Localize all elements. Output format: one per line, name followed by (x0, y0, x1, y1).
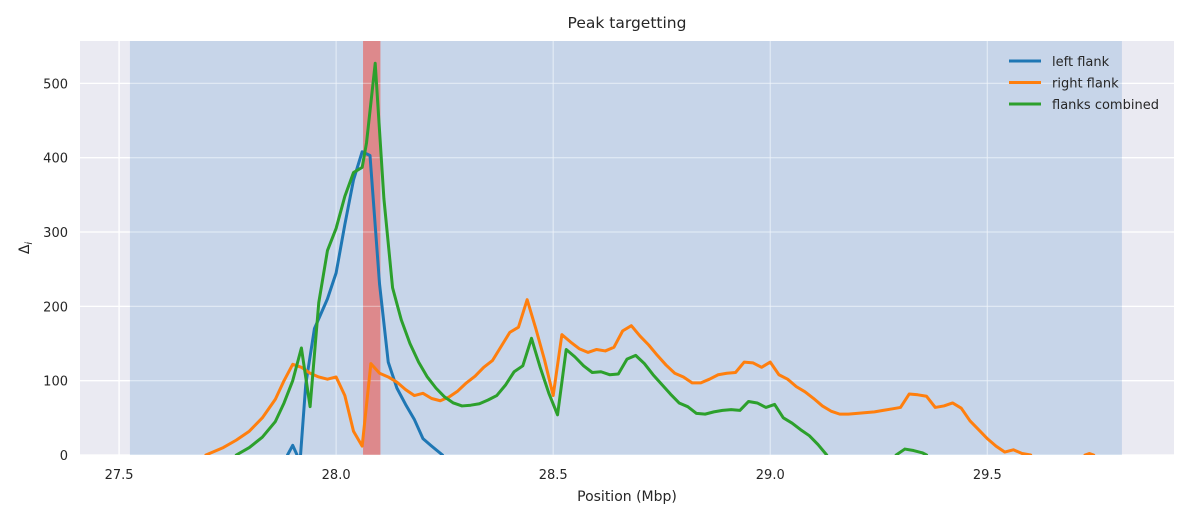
series-line-flanks-combined (894, 447, 929, 455)
legend-entry-left-flank: left flank (1009, 55, 1110, 70)
y-tick-label: 0 (60, 449, 68, 464)
x-tick-label: 28.0 (322, 468, 351, 483)
series-line-right-flank (1083, 452, 1096, 455)
series-lines (204, 61, 1096, 455)
y-tick-label: 300 (43, 226, 68, 241)
series-line-left-flank (299, 150, 444, 455)
search-region-span (129, 41, 1122, 455)
chart-title: Peak targetting (568, 14, 687, 32)
y-tick-label: 200 (43, 300, 68, 315)
y-axis-title: Δi (17, 242, 35, 255)
series-line-flanks-combined (234, 61, 829, 455)
legend-entry-flanks-combined: flanks combined (1009, 98, 1159, 113)
x-tick-label: 29.0 (756, 468, 785, 483)
x-tick-label: 27.5 (105, 468, 134, 483)
legend: left flank right flank flanks combined (1009, 55, 1159, 113)
y-axis-title-main: Δ (17, 244, 33, 254)
x-tick-label: 29.5 (973, 468, 1002, 483)
legend-label-right-flank: right flank (1052, 77, 1119, 92)
y-tick-label: 100 (43, 375, 68, 390)
y-tick-label: 400 (43, 152, 68, 167)
y-axis-title-subscript: i (24, 242, 35, 245)
legend-label-left-flank: left flank (1052, 55, 1110, 70)
x-axis-title: Position (Mbp) (577, 489, 677, 505)
series-line-left-flank (286, 443, 299, 455)
legend-entry-right-flank: right flank (1009, 77, 1119, 92)
axis-ticks: 27.5 28.0 28.5 29.0 29.5 0 100 200 300 400 500 (43, 77, 1002, 483)
y-tick-label: 500 (43, 77, 68, 92)
series-line-right-flank (204, 298, 1033, 455)
legend-label-flanks-combined: flanks combined (1052, 98, 1159, 113)
x-tick-label: 28.5 (539, 468, 568, 483)
